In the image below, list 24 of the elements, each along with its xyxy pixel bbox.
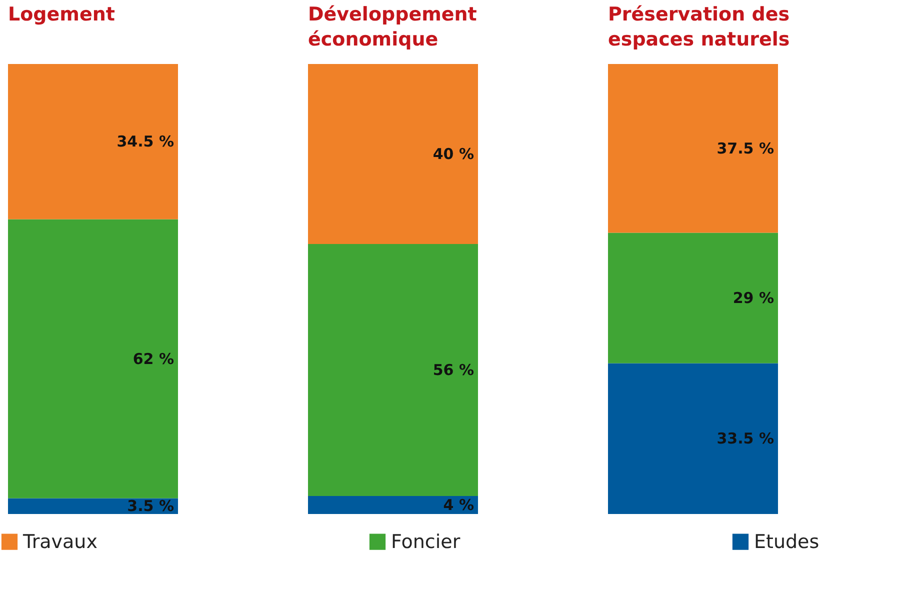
bar: [608, 363, 778, 514]
bar: [8, 64, 178, 220]
bar: [8, 219, 178, 498]
bar: [308, 496, 478, 514]
bar: [308, 244, 478, 496]
data-label: 34.5 %: [116, 132, 174, 151]
x-tick-label: Développement économique: [308, 4, 477, 50]
data-label: 62 %: [132, 350, 174, 368]
data-label: 40 %: [432, 145, 474, 163]
bar: [8, 498, 178, 514]
data-label: 56 %: [432, 361, 474, 379]
bar: [608, 232, 778, 364]
data-label: 33.5 %: [716, 430, 774, 448]
legend-label: Travaux: [22, 530, 98, 553]
x-tick-label: Logement: [8, 4, 115, 26]
bar: [308, 64, 478, 244]
legend-label: Foncier: [391, 530, 460, 553]
legend-label: Etudes: [754, 530, 820, 553]
data-label: 29 %: [732, 289, 774, 307]
data-label: 37.5 %: [716, 139, 774, 158]
x-tick-label: Préservation des espaces naturels: [608, 4, 790, 50]
data-label: 4 %: [443, 496, 474, 514]
data-label: 3.5 %: [127, 497, 174, 516]
bar: [608, 64, 778, 233]
